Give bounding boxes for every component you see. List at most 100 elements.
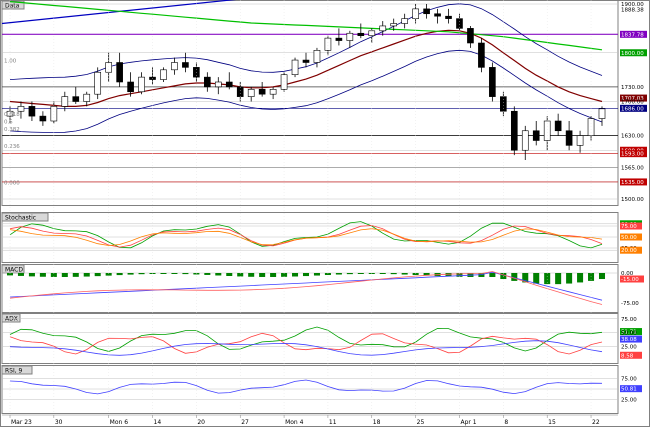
rsi-tag-bg [620, 385, 642, 393]
panel-title: Stochastic [5, 215, 36, 222]
stoch-tag-bg [620, 222, 642, 230]
price-tag-bg [620, 49, 647, 57]
candle-body [532, 130, 540, 141]
macd-bar [28, 273, 35, 277]
price-axis-label: 1730.00 [621, 85, 644, 91]
macd-bar [313, 273, 320, 276]
panel-title-tab [1, 212, 49, 222]
candle-body [94, 71, 102, 95]
candle-body [412, 8, 419, 19]
macd-bar [127, 273, 134, 275]
panel-3-frame [1, 264, 619, 313]
x-axis-label: 11 [329, 419, 337, 426]
price-tag-bg [620, 30, 647, 38]
candle-body [182, 62, 189, 68]
candle-body [587, 118, 595, 136]
macd-bar [160, 273, 167, 274]
price-tag-bg [620, 150, 647, 158]
macd-bar [259, 273, 266, 277]
macd-bar [302, 273, 310, 277]
rsi-axis-label: 25.00 [621, 398, 637, 404]
candle-body [116, 62, 123, 83]
fib-label: 0.618 [4, 112, 20, 118]
rsi-axis-label: 50.81 [621, 387, 637, 393]
candle-body [510, 110, 518, 151]
candle-body [160, 69, 167, 80]
macd-axis-label: 0.00 [621, 271, 634, 277]
macd-tag-bg [620, 275, 644, 283]
panel-title-tab [1, 0, 25, 10]
macd-bar [379, 273, 386, 274]
macd-signal-line [9, 271, 603, 305]
adx-tag-bg [620, 351, 642, 359]
stoch-tag-bg [620, 246, 642, 254]
macd-bar [445, 273, 452, 277]
adx-axis-label: 51.71 [621, 330, 637, 336]
price-axis-label: 1686.00 [621, 106, 644, 112]
macd-bar [116, 273, 123, 276]
candle-body [72, 96, 80, 102]
x-axis-label: 14 [154, 419, 162, 426]
adx-axis-label: 8.58 [621, 353, 634, 359]
price-tag-bg [620, 178, 647, 186]
macd-bar [533, 273, 540, 284]
macd-bar [346, 273, 353, 275]
macd-bar [83, 273, 90, 277]
rsi-line [9, 379, 603, 395]
x-axis-label: 25 [417, 419, 425, 426]
macd-bar [324, 273, 331, 276]
fib-label: 0.382 [4, 127, 20, 133]
macd-bar [292, 273, 299, 277]
macd-bar [94, 273, 101, 277]
price-axis-label: 1630.00 [621, 134, 644, 140]
panel-title-tab [1, 365, 33, 375]
macd-bar [105, 273, 112, 276]
moving-average-red [9, 29, 603, 107]
candle-body [521, 130, 529, 151]
x-axis-label: 20 [197, 419, 205, 426]
candle-body [171, 62, 178, 71]
price-axis-label: 1700.00 [621, 100, 644, 106]
macd-bar [522, 273, 529, 283]
candle-body [225, 81, 233, 88]
fib-label: 0.5 [4, 119, 13, 125]
price-tag-bg [620, 94, 647, 102]
macd-bar [226, 273, 233, 276]
rsi-axis-label: 75.00 [621, 377, 637, 383]
adx-tag-bg [620, 328, 642, 336]
macd-bar [50, 273, 57, 277]
stoch-k-line [9, 221, 603, 249]
macd-axis-label: -15.00 [621, 277, 639, 283]
candle-body [379, 25, 387, 32]
fib-label: 1.00 [4, 59, 17, 65]
candle-body [258, 89, 266, 95]
candle-body [313, 50, 321, 63]
price-axis-label: 1800.00 [621, 51, 644, 57]
price-axis-label: 1565.00 [621, 165, 644, 171]
macd-bar [335, 273, 342, 275]
stoch-axis-label: 50.00 [621, 235, 637, 241]
candle-body [554, 120, 562, 132]
stoch-axis-label: 20.00 [621, 248, 637, 254]
adx-axis-label: 75.00 [621, 317, 637, 323]
macd-bar [215, 273, 222, 276]
macd-bar [489, 273, 496, 277]
candle-body [445, 15, 452, 19]
adx-axis-label: 50.00 [621, 331, 637, 337]
macd-bar [401, 273, 408, 275]
x-axis-label: Mon 4 [285, 419, 304, 426]
x-axis-label: 18 [373, 419, 381, 426]
macd-bar [566, 273, 573, 284]
bollinger-lower [9, 49, 603, 133]
candle-body [500, 96, 507, 112]
adx-axis-label: 38.08 [621, 337, 637, 343]
macd-bar [390, 273, 397, 275]
candle-body [346, 32, 354, 41]
candle-body [423, 8, 430, 15]
candle-body [456, 18, 463, 29]
price-tag-bg [620, 104, 647, 112]
candle-body [236, 86, 244, 97]
x-axis-label: Mon 6 [110, 419, 129, 426]
candle-body [138, 76, 145, 93]
